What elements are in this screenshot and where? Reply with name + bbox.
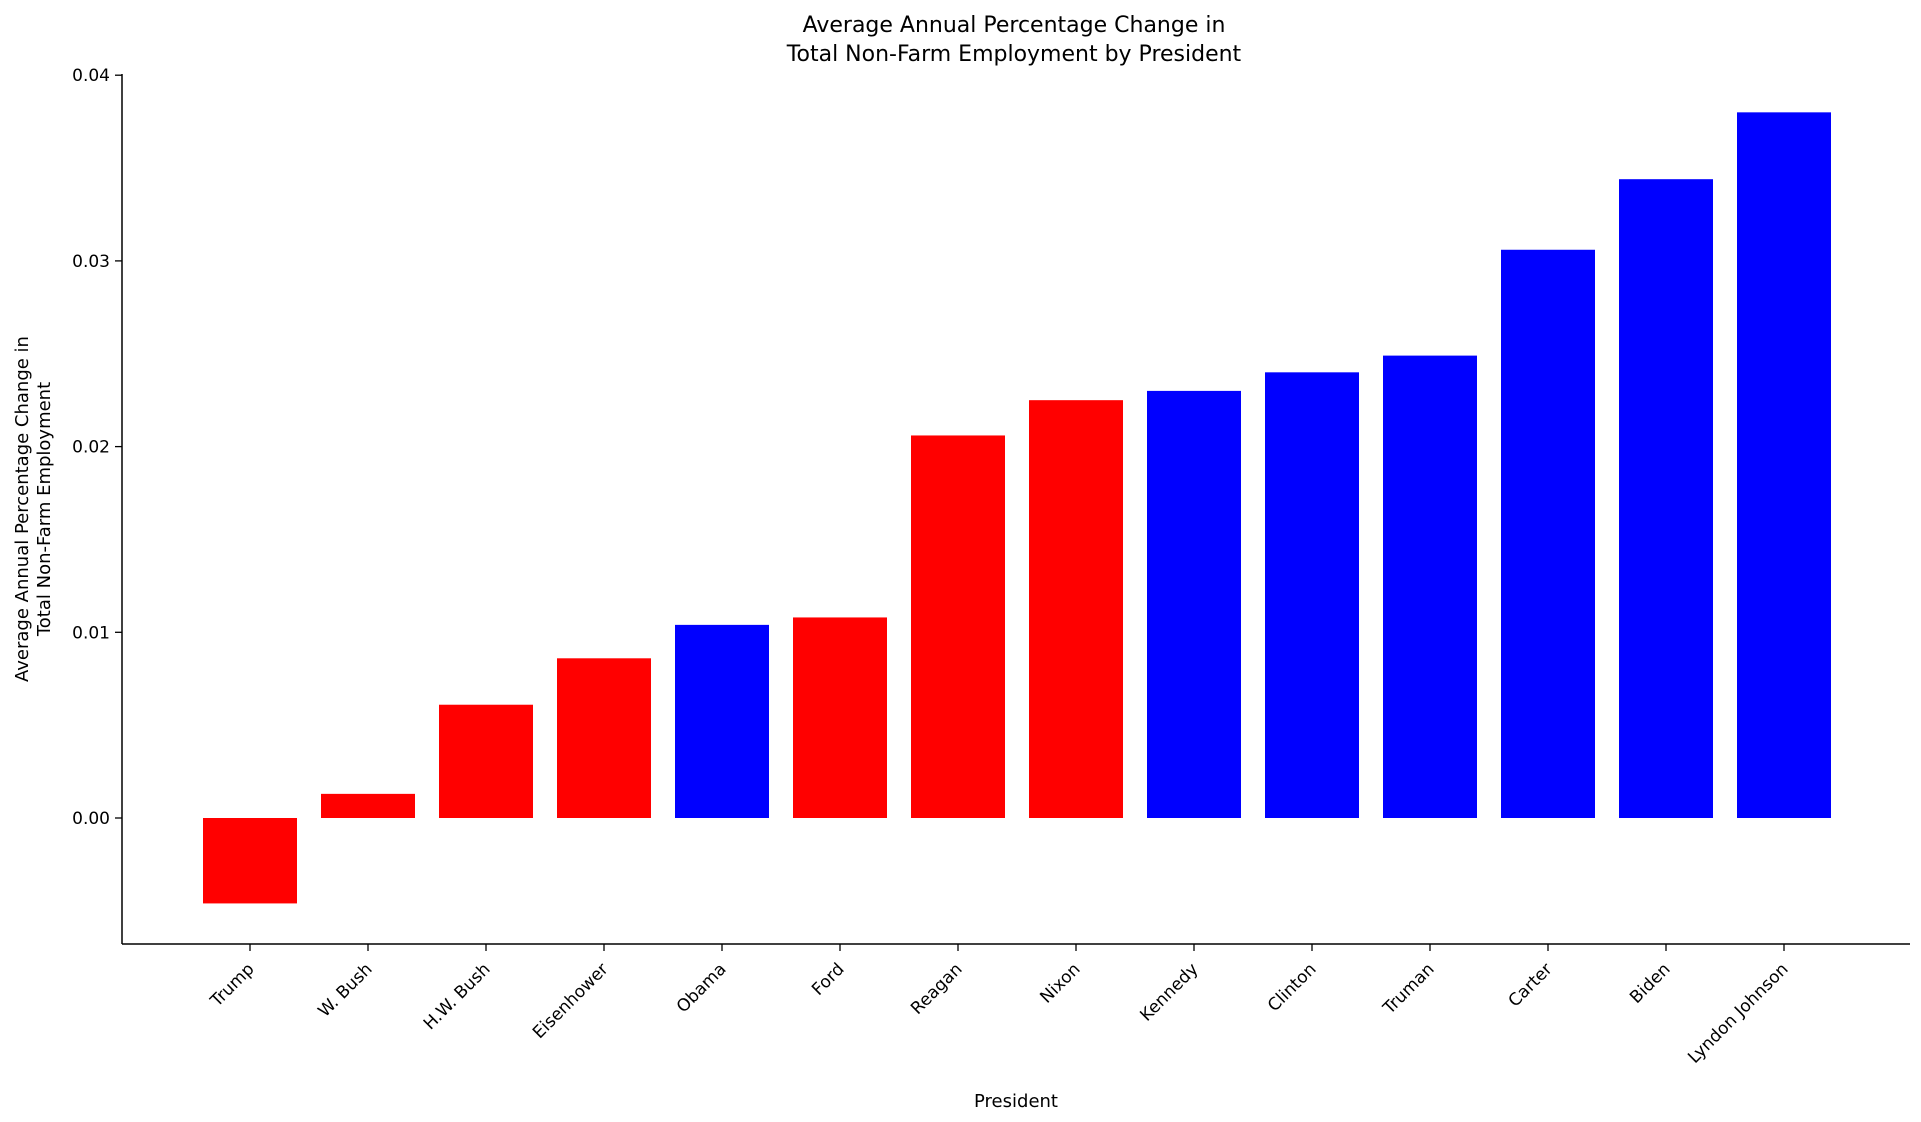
- x-tick-label: Obama: [673, 959, 731, 1017]
- y-tick-label: 0.02: [72, 438, 110, 458]
- bar-nixon: [1029, 400, 1123, 818]
- x-tick-label: Biden: [1626, 959, 1674, 1007]
- x-tick-label: Nixon: [1036, 959, 1084, 1007]
- chart-title-line-2: Total Non-Farm Employment by President: [786, 42, 1242, 67]
- x-tick-label: Clinton: [1264, 959, 1321, 1016]
- bar-w-bush: [321, 793, 415, 818]
- y-axis-label-line-2: Total Non-Farm Employment: [34, 382, 55, 637]
- x-tick-label: Ford: [808, 959, 848, 999]
- y-axis-label: Average Annual Percentage Change in Tota…: [12, 336, 55, 682]
- bar-kennedy: [1147, 390, 1241, 818]
- x-tick-label: Carter: [1505, 959, 1557, 1011]
- bars-group: [203, 112, 1831, 904]
- bar-clinton: [1265, 372, 1359, 818]
- y-axis-ticks: 0.00 0.01 0.02 0.03 0.04: [72, 66, 122, 829]
- x-tick-label: W. Bush: [314, 959, 376, 1021]
- bar-lyndon-johnson: [1737, 112, 1831, 819]
- bar-trump: [203, 818, 297, 904]
- x-tick-label: H.W. Bush: [420, 959, 495, 1034]
- x-tick-label: Eisenhower: [529, 959, 613, 1043]
- chart-title-line-1: Average Annual Percentage Change in: [803, 13, 1226, 38]
- bar-reagan: [911, 435, 1005, 818]
- bar-truman: [1383, 355, 1477, 818]
- bar-carter: [1501, 249, 1595, 818]
- y-tick-label: 0.04: [72, 66, 110, 86]
- bar-ford: [793, 617, 887, 818]
- y-tick-label: 0.00: [72, 809, 110, 829]
- bar-eisenhower: [557, 658, 651, 818]
- x-axis-ticks: Trump W. Bush H.W. Bush Eisenhower Obama Ford…: [206, 944, 1793, 1068]
- y-tick-label: 0.03: [72, 252, 110, 272]
- y-tick-label: 0.01: [72, 623, 110, 643]
- x-tick-label: Kennedy: [1136, 959, 1202, 1025]
- x-axis-label: President: [974, 1091, 1058, 1112]
- x-tick-label: Truman: [1379, 959, 1439, 1019]
- x-tick-label: Reagan: [907, 959, 966, 1018]
- bar-biden: [1619, 179, 1713, 818]
- x-tick-label: Lyndon Johnson: [1684, 959, 1792, 1067]
- x-tick-label: Trump: [206, 959, 258, 1011]
- bar-obama: [675, 624, 769, 818]
- bar-h-w-bush: [439, 704, 533, 818]
- y-axis-label-line-1: Average Annual Percentage Change in: [12, 336, 33, 682]
